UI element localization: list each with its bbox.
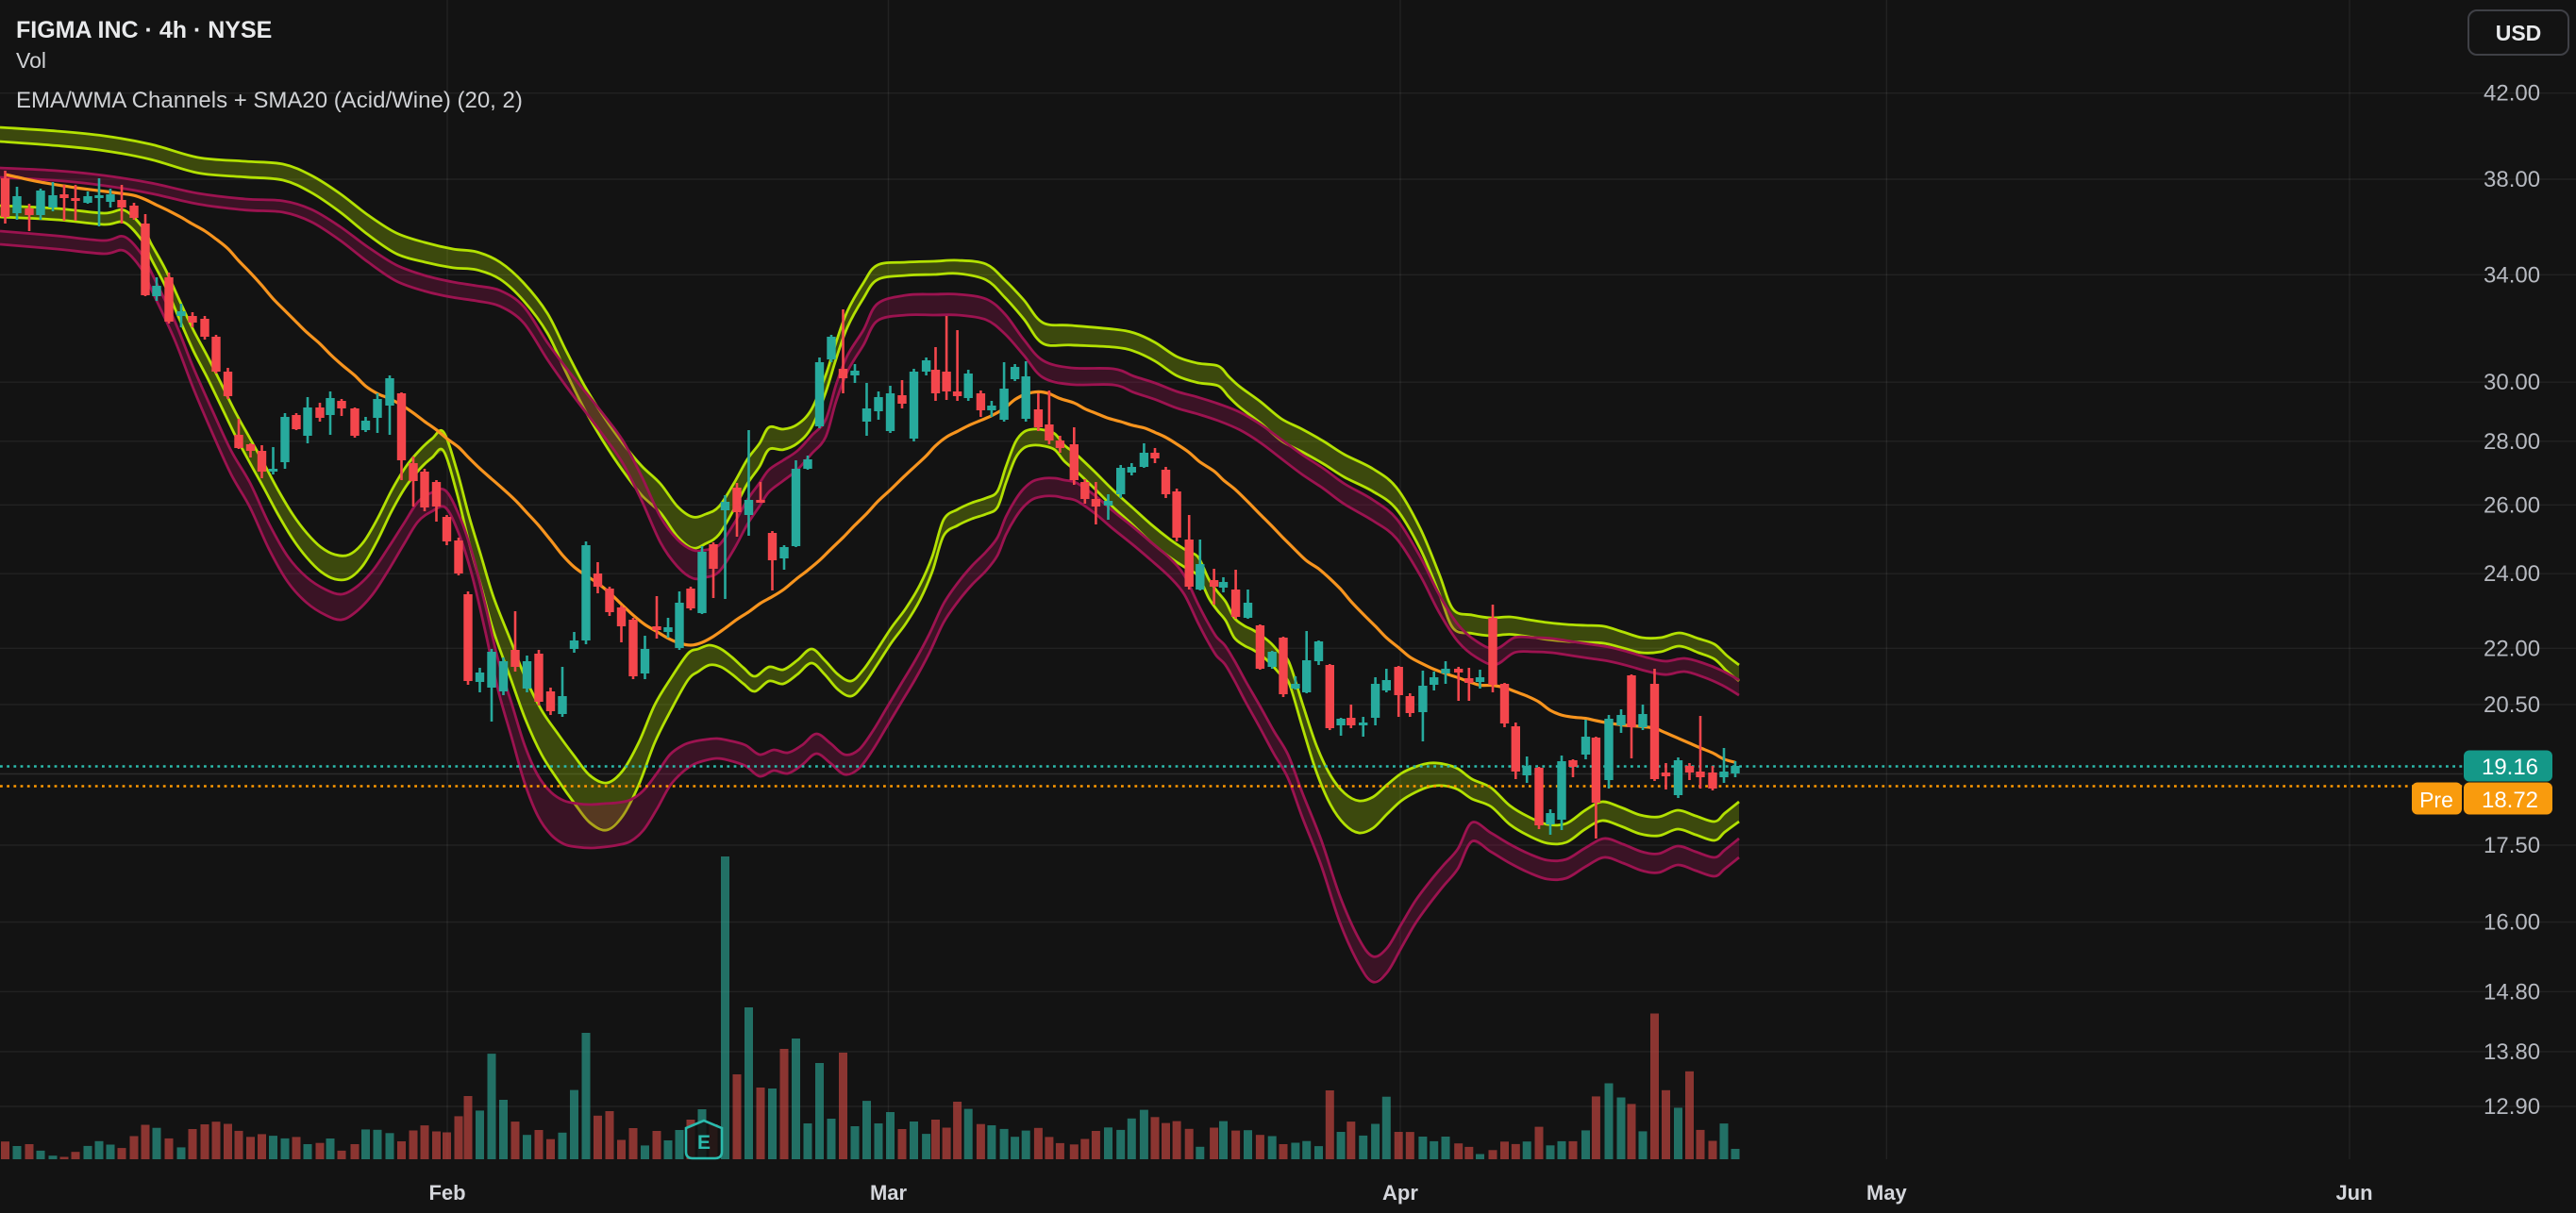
svg-text:14.80: 14.80: [2484, 979, 2540, 1005]
svg-text:May: May: [1866, 1181, 1908, 1205]
svg-text:34.00: 34.00: [2484, 262, 2540, 288]
svg-text:13.80: 13.80: [2484, 1039, 2540, 1065]
svg-text:Apr: Apr: [1382, 1181, 1418, 1205]
svg-text:EMA/WMA Channels + SMA20 (Acid: EMA/WMA Channels + SMA20 (Acid/Wine) (20…: [16, 88, 523, 113]
svg-text:42.00: 42.00: [2484, 81, 2540, 107]
svg-text:FIGMA INC · 4h · NYSE: FIGMA INC · 4h · NYSE: [16, 17, 272, 43]
svg-text:Feb: Feb: [428, 1181, 465, 1205]
svg-text:E: E: [697, 1132, 711, 1154]
svg-text:USD: USD: [2496, 21, 2542, 45]
svg-text:17.50: 17.50: [2484, 833, 2540, 858]
svg-text:16.00: 16.00: [2484, 910, 2540, 936]
svg-text:24.00: 24.00: [2484, 561, 2540, 587]
svg-text:20.50: 20.50: [2484, 692, 2540, 718]
svg-text:Jun: Jun: [2335, 1181, 2372, 1205]
svg-text:30.00: 30.00: [2484, 370, 2540, 395]
svg-text:12.90: 12.90: [2484, 1094, 2540, 1120]
svg-text:19.16: 19.16: [2482, 755, 2538, 780]
svg-text:38.00: 38.00: [2484, 167, 2540, 192]
svg-text:22.00: 22.00: [2484, 636, 2540, 661]
svg-text:18.72: 18.72: [2482, 788, 2538, 813]
svg-text:Pre: Pre: [2419, 788, 2453, 812]
svg-text:Mar: Mar: [870, 1181, 908, 1205]
svg-text:28.00: 28.00: [2484, 429, 2540, 455]
svg-text:Vol: Vol: [16, 48, 46, 73]
svg-text:26.00: 26.00: [2484, 492, 2540, 518]
